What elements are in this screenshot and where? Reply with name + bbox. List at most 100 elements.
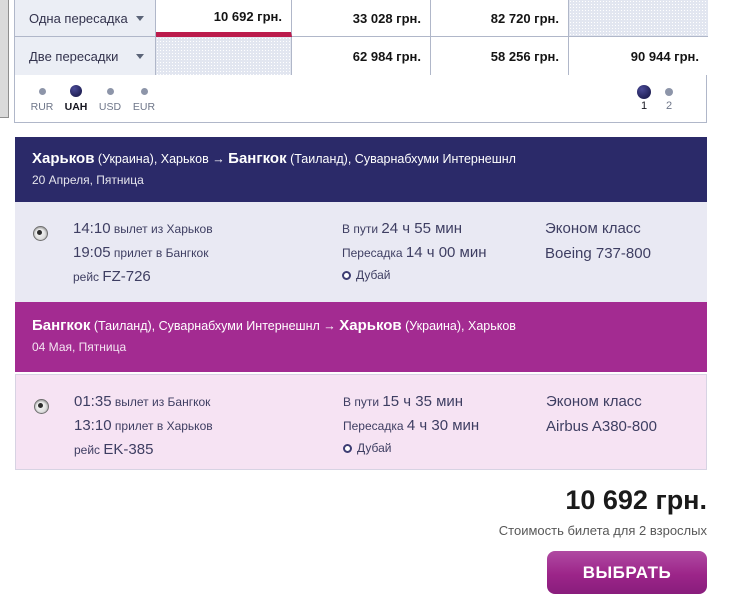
currency-option-uah[interactable]: UAH: [59, 85, 93, 113]
fare-price: 62 984 грн.: [352, 48, 421, 64]
route-line: Харьков (Украина), Харьков → Бангкок (Та…: [32, 150, 690, 167]
fare-row-label-two-stops[interactable]: Две пересадки: [15, 37, 156, 75]
currency-radio-icon: [106, 87, 114, 95]
route-to-city: Харьков: [339, 317, 402, 334]
aircraft-type: Airbus A380-800: [546, 418, 657, 435]
layover-line: Пересадка 4 ч 30 мин: [343, 417, 479, 434]
aircraft-type: Boeing 737-800: [545, 245, 651, 262]
fare-cell[interactable]: 90 944 грн.: [569, 37, 708, 75]
fare-cell[interactable]: 82 720 грн.: [431, 0, 569, 37]
flight-number-line: рейс EK-385: [74, 441, 213, 458]
layover-line: Пересадка 14 ч 00 мин: [342, 244, 487, 261]
duration-label: В пути: [342, 222, 379, 236]
price-summary: 10 692 грн. Стоимость билета для 2 взрос…: [499, 485, 707, 594]
currency-label: RUR: [30, 100, 54, 113]
fare-cell[interactable]: 62 984 грн.: [292, 37, 431, 75]
fare-price: 33 028 грн.: [352, 10, 421, 26]
flight-times-column: 01:35 вылет из Бангкок 13:10 прилет в Ха…: [74, 393, 213, 465]
layover-city: Дубай: [356, 268, 391, 282]
flight-radio-button[interactable]: [34, 399, 49, 414]
currency-label: USD: [98, 100, 122, 113]
radio-dot-zone: [70, 85, 82, 98]
fare-row-label-text: Две пересадки: [29, 48, 119, 64]
departure-time: 01:35: [74, 393, 112, 410]
radio-dot-zone: [106, 85, 114, 98]
route-from-city: Бангкок: [32, 317, 91, 334]
page-dot-zone: [665, 85, 673, 98]
segment-header-outbound: Харьков (Украина), Харьков → Бангкок (Та…: [15, 137, 707, 202]
layover-value: 14 ч 00 мин: [405, 244, 487, 261]
flight-duration-column: В пути 24 ч 55 мин Пересадка 14 ч 00 мин…: [342, 220, 487, 289]
fare-cell[interactable]: 58 256 грн.: [431, 37, 569, 75]
route-from-tail: (Украина), Харьков →: [94, 152, 229, 166]
route-to-tail: (Украина), Харьков: [401, 319, 516, 333]
layover-city-line: Дубай: [343, 441, 479, 455]
radio-dot-zone: [140, 85, 148, 98]
page-number: 1: [640, 100, 648, 112]
fare-row-label-one-stop[interactable]: Одна пересадка: [15, 0, 156, 37]
duration-label: В пути: [343, 395, 380, 409]
currency-option-rur[interactable]: RUR: [25, 85, 59, 113]
select-button[interactable]: ВЫБРАТЬ: [547, 551, 707, 594]
layover-label: Пересадка: [342, 246, 403, 260]
departure-time: 14:10: [73, 220, 111, 237]
layover-city-line: Дубай: [342, 268, 487, 282]
fare-cell-empty: [569, 0, 708, 37]
departure-label: вылет из Бангкок: [114, 395, 211, 409]
currency-label: UAH: [64, 100, 88, 113]
page-dot-icon: [665, 87, 673, 96]
page-dot-zone: [637, 84, 651, 99]
arrival-line: 13:10 прилет в Харьков: [74, 417, 213, 434]
duration-value: 15 ч 35 мин: [382, 393, 464, 410]
page-button-1[interactable]: 1: [635, 84, 653, 112]
fare-price: 90 944 грн.: [630, 48, 699, 64]
flight-number-line: рейс FZ-726: [73, 268, 213, 285]
fare-price: 82 720 грн.: [490, 10, 559, 26]
layover-label: Пересадка: [343, 419, 404, 433]
arrival-label: прилет в Харьков: [114, 419, 213, 433]
flight-class-column: Эконом класс Airbus A380-800: [546, 393, 657, 443]
duration-line: В пути 15 ч 35 мин: [343, 393, 479, 410]
flight-number-label: рейс: [73, 270, 100, 284]
route-to-tail: (Таиланд), Суварнабхуми Интернешнл: [286, 152, 516, 166]
page-number: 2: [665, 100, 673, 112]
cabin-class: Эконом класс: [546, 393, 642, 410]
flight-number: FZ-726: [102, 268, 151, 285]
page-dot-selected-icon: [637, 84, 651, 99]
segment-date: 20 Апреля, Пятница: [32, 173, 144, 187]
flight-number-label: рейс: [74, 443, 101, 457]
radio-dot-zone: [38, 85, 46, 98]
currency-label: EUR: [132, 100, 156, 113]
arrival-time: 19:05: [73, 244, 111, 261]
duration-value: 24 ч 55 мин: [381, 220, 463, 237]
currency-option-usd[interactable]: USD: [93, 85, 127, 113]
segment-date: 04 Мая, Пятница: [32, 340, 127, 354]
cabin-class: Эконом класс: [545, 220, 641, 237]
route-line: Бангкок (Таиланд), Суварнабхуми Интернеш…: [32, 317, 690, 334]
flight-class-column: Эконом класс Boeing 737-800: [545, 220, 651, 270]
fare-cell[interactable]: 33 028 грн.: [292, 0, 431, 37]
flight-times-column: 14:10 вылет из Харьков 19:05 прилет в Ба…: [73, 220, 213, 292]
fare-cell-selected[interactable]: 10 692 грн.: [156, 0, 292, 37]
layover-value: 4 ч 30 мин: [406, 417, 480, 434]
fare-row-label-text: Одна пересадка: [29, 10, 128, 26]
currency-radio-selected-icon: [70, 85, 82, 97]
flight-option-return: 01:35 вылет из Бангкок 13:10 прилет в Ха…: [15, 374, 707, 470]
fare-cell-empty: [156, 37, 292, 75]
flight-radio-button[interactable]: [33, 226, 48, 241]
left-panel-edge: [0, 0, 9, 118]
itinerary-panel: Харьков (Украина), Харьков → Бангкок (Та…: [15, 137, 707, 470]
currency-radio-icon: [38, 87, 46, 95]
arrival-label: прилет в Бангкок: [113, 246, 209, 260]
fare-price: 10 692 грн.: [213, 8, 282, 24]
flight-number: EK-385: [103, 441, 154, 458]
departure-line: 14:10 вылет из Харьков: [73, 220, 213, 237]
arrival-line: 19:05 прилет в Бангкок: [73, 244, 213, 261]
dropdown-arrow-icon: [136, 16, 144, 21]
table-footer: RUR UAH USD EUR 1 2: [14, 75, 707, 123]
segment-header-return: Бангкок (Таиланд), Суварнабхуми Интернеш…: [15, 302, 707, 372]
currency-option-eur[interactable]: EUR: [127, 85, 161, 113]
page-button-2[interactable]: 2: [660, 85, 678, 112]
layover-ring-icon: [342, 271, 351, 280]
